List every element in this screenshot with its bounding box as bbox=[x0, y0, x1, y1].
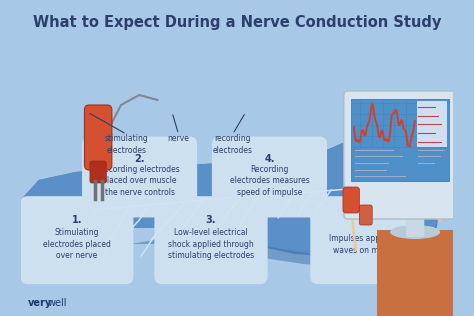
Circle shape bbox=[199, 199, 223, 225]
Circle shape bbox=[237, 227, 261, 253]
Text: What to Expect During a Nerve Conduction Study: What to Expect During a Nerve Conduction… bbox=[33, 15, 441, 29]
FancyBboxPatch shape bbox=[406, 213, 424, 237]
FancyBboxPatch shape bbox=[84, 105, 112, 170]
Circle shape bbox=[65, 255, 89, 281]
Circle shape bbox=[27, 227, 51, 253]
Circle shape bbox=[172, 207, 196, 233]
Polygon shape bbox=[410, 208, 439, 260]
Text: Recording
electrodes measures
speed of impulse: Recording electrodes measures speed of i… bbox=[229, 165, 310, 197]
Circle shape bbox=[285, 181, 309, 208]
FancyBboxPatch shape bbox=[212, 137, 327, 217]
Circle shape bbox=[317, 227, 341, 253]
Circle shape bbox=[382, 247, 406, 273]
Circle shape bbox=[103, 227, 127, 253]
Text: well: well bbox=[48, 298, 67, 308]
FancyBboxPatch shape bbox=[417, 101, 447, 147]
Text: stimulating
electrodes: stimulating electrodes bbox=[105, 134, 148, 155]
Circle shape bbox=[199, 255, 223, 281]
Text: nerve: nerve bbox=[168, 134, 190, 143]
Text: Stimulating
electrodes placed
over nerve: Stimulating electrodes placed over nerve bbox=[43, 228, 111, 260]
Circle shape bbox=[230, 146, 254, 173]
Polygon shape bbox=[360, 140, 439, 174]
Polygon shape bbox=[20, 140, 375, 240]
Circle shape bbox=[257, 189, 282, 215]
Circle shape bbox=[92, 247, 116, 273]
Ellipse shape bbox=[390, 225, 440, 239]
FancyBboxPatch shape bbox=[155, 196, 268, 284]
Circle shape bbox=[65, 199, 89, 225]
Circle shape bbox=[100, 146, 124, 173]
Circle shape bbox=[38, 207, 62, 233]
Polygon shape bbox=[392, 174, 439, 258]
FancyBboxPatch shape bbox=[351, 99, 449, 181]
Circle shape bbox=[328, 247, 352, 273]
Circle shape bbox=[166, 164, 191, 190]
Circle shape bbox=[285, 146, 309, 173]
Circle shape bbox=[89, 164, 113, 190]
Polygon shape bbox=[130, 222, 393, 266]
Circle shape bbox=[155, 146, 179, 173]
Text: 1.: 1. bbox=[72, 215, 82, 225]
Circle shape bbox=[100, 181, 124, 208]
Text: recording
electrodes: recording electrodes bbox=[213, 134, 253, 155]
Circle shape bbox=[92, 207, 116, 233]
Circle shape bbox=[328, 207, 352, 233]
Text: 4.: 4. bbox=[264, 154, 275, 164]
Text: 3.: 3. bbox=[206, 215, 216, 225]
Text: 2.: 2. bbox=[134, 154, 145, 164]
Circle shape bbox=[38, 247, 62, 273]
Text: Impulses appear as
waves on monitor: Impulses appear as waves on monitor bbox=[329, 234, 404, 255]
Text: very: very bbox=[28, 298, 52, 308]
Circle shape bbox=[257, 139, 282, 165]
FancyBboxPatch shape bbox=[82, 137, 197, 217]
Circle shape bbox=[128, 189, 152, 215]
Circle shape bbox=[161, 227, 185, 253]
FancyBboxPatch shape bbox=[343, 187, 359, 213]
Polygon shape bbox=[377, 230, 454, 316]
FancyBboxPatch shape bbox=[344, 91, 456, 219]
Circle shape bbox=[355, 255, 379, 281]
Circle shape bbox=[393, 227, 417, 253]
FancyBboxPatch shape bbox=[20, 196, 134, 284]
Circle shape bbox=[219, 164, 243, 190]
Circle shape bbox=[382, 207, 406, 233]
Circle shape bbox=[355, 199, 379, 225]
Polygon shape bbox=[20, 140, 395, 256]
Text: Recording electrodes
placed over muscle
the nerve controls: Recording electrodes placed over muscle … bbox=[99, 165, 180, 197]
Text: 5.: 5. bbox=[362, 215, 372, 225]
Circle shape bbox=[226, 207, 250, 233]
Circle shape bbox=[230, 181, 254, 208]
Text: Low-level electrical
shock applied through
stimulating electrodes: Low-level electrical shock applied throu… bbox=[168, 228, 254, 260]
Circle shape bbox=[226, 247, 250, 273]
Circle shape bbox=[155, 181, 179, 208]
FancyBboxPatch shape bbox=[90, 161, 106, 183]
FancyBboxPatch shape bbox=[310, 196, 424, 284]
Circle shape bbox=[128, 139, 152, 165]
FancyBboxPatch shape bbox=[359, 205, 372, 225]
Circle shape bbox=[296, 164, 320, 190]
Circle shape bbox=[172, 247, 196, 273]
